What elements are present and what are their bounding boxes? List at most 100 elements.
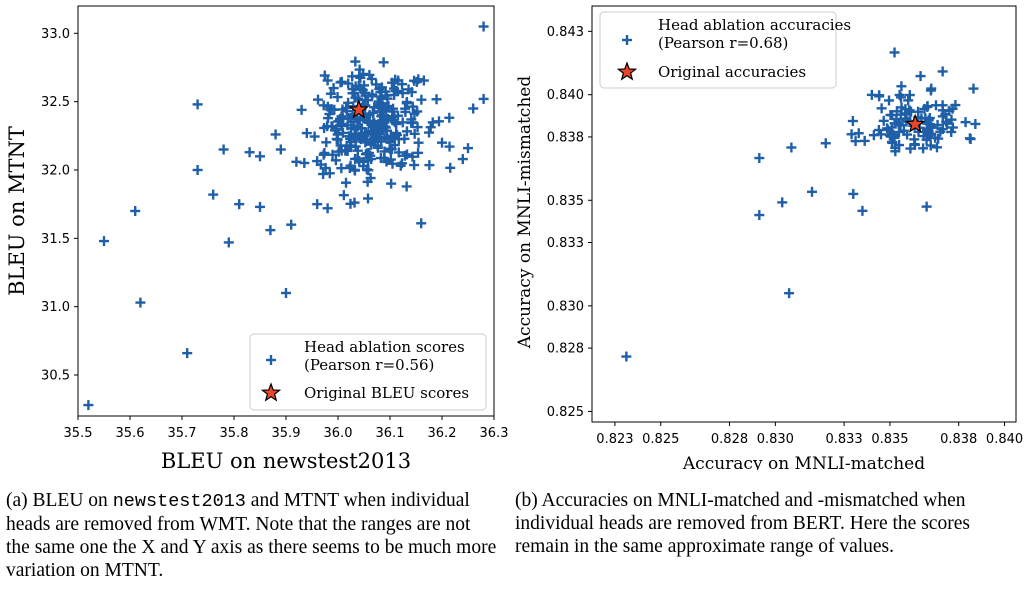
data-point <box>924 129 935 140</box>
data-point <box>375 153 386 164</box>
data-point <box>931 142 942 153</box>
caption-b: (b) Accuracies on MNLI-matched and -mism… <box>515 490 970 557</box>
data-point <box>296 104 307 115</box>
x-tick-label: 0.825 <box>642 432 679 447</box>
y-tick-label: 31.0 <box>41 300 70 315</box>
data-point <box>330 125 341 136</box>
data-point <box>356 123 367 134</box>
data-point <box>322 203 333 214</box>
data-point <box>312 199 323 210</box>
x-tick-label: 35.7 <box>168 426 197 441</box>
data-point <box>359 113 370 124</box>
y-tick-label: 0.825 <box>547 405 584 420</box>
data-point <box>378 57 389 68</box>
data-point <box>906 106 917 117</box>
data-point <box>366 73 377 84</box>
data-point <box>444 141 455 152</box>
data-point <box>365 137 376 148</box>
chart-a-legend-box <box>249 333 487 411</box>
data-point <box>409 128 420 139</box>
x-tick-label: 36.0 <box>324 426 353 441</box>
data-point <box>960 117 971 128</box>
data-point <box>918 143 929 154</box>
data-point <box>130 206 141 216</box>
data-point <box>331 133 342 144</box>
data-point <box>968 83 979 94</box>
legend-star-marker <box>260 382 282 402</box>
data-point <box>135 297 146 308</box>
data-point <box>389 117 400 128</box>
chart-a-legend: Head ablation scores (Pearson r=0.56) Or… <box>249 333 487 411</box>
data-point <box>874 91 885 102</box>
data-point <box>926 83 937 94</box>
data-point <box>478 21 489 32</box>
data-point <box>343 78 354 89</box>
data-point <box>366 91 377 102</box>
data-point <box>376 82 387 93</box>
chart-b-legend-label-3: Original accuracies <box>658 63 806 81</box>
data-point <box>941 116 952 127</box>
chart-a-ylabel: BLEU on MTNT <box>5 126 29 296</box>
data-point <box>338 190 349 201</box>
y-tick-label: 0.838 <box>547 130 584 145</box>
data-point <box>387 115 398 126</box>
data-point <box>889 47 900 58</box>
data-point <box>350 56 361 67</box>
x-tick-label: 0.840 <box>986 432 1023 447</box>
data-point <box>341 103 352 114</box>
data-point <box>876 103 887 114</box>
chart-b-ylabel: Accuracy on MNLI-mismatched <box>515 76 535 350</box>
data-point <box>413 147 424 158</box>
data-point <box>378 115 389 126</box>
data-point <box>409 108 420 119</box>
data-point <box>328 83 339 94</box>
data-point <box>322 75 333 86</box>
x-tick-label: 35.5 <box>64 426 93 441</box>
chart-b-xlabel: Accuracy on MNLI-matched <box>682 454 925 470</box>
data-point <box>922 118 933 129</box>
data-point <box>895 92 906 103</box>
data-point <box>925 140 936 151</box>
data-point <box>341 177 352 188</box>
data-point <box>346 123 357 134</box>
data-point <box>392 86 403 97</box>
data-point <box>895 109 906 120</box>
data-point <box>352 153 363 164</box>
data-point <box>386 178 397 189</box>
data-point <box>431 94 442 105</box>
data-point <box>946 114 957 125</box>
x-tick-label: 0.828 <box>711 432 748 447</box>
x-tick-label: 36.1 <box>376 426 405 441</box>
data-point <box>270 129 281 140</box>
data-point <box>407 151 418 162</box>
data-point <box>334 115 345 126</box>
data-point <box>313 94 324 105</box>
data-point <box>427 117 438 128</box>
data-point <box>754 210 765 221</box>
caption-a-mono: newstest2013 <box>112 491 246 512</box>
chart-b-y-ticks: 0.825 0.828 0.830 0.833 0.835 0.838 0.840 0.843 <box>547 25 592 420</box>
data-point <box>318 149 329 160</box>
y-tick-label: 0.843 <box>547 25 584 40</box>
data-point <box>363 127 374 138</box>
data-point <box>318 169 329 180</box>
data-point <box>857 205 868 216</box>
data-point <box>444 112 455 123</box>
data-point <box>332 92 343 103</box>
data-point <box>364 109 375 120</box>
data-point <box>387 106 398 117</box>
data-point <box>413 74 424 85</box>
data-point <box>786 142 797 153</box>
data-point <box>401 181 412 192</box>
data-point <box>904 90 915 101</box>
data-point <box>265 225 276 236</box>
data-point <box>820 138 831 149</box>
data-point <box>397 79 408 90</box>
data-point <box>392 110 403 121</box>
data-point <box>463 143 473 154</box>
chart-b-legend: Head ablation accuracies (Pearson r=0.68… <box>599 11 851 89</box>
data-point <box>343 97 354 108</box>
data-point <box>255 201 265 212</box>
y-tick-label: 0.840 <box>547 88 584 103</box>
data-point <box>312 156 323 167</box>
